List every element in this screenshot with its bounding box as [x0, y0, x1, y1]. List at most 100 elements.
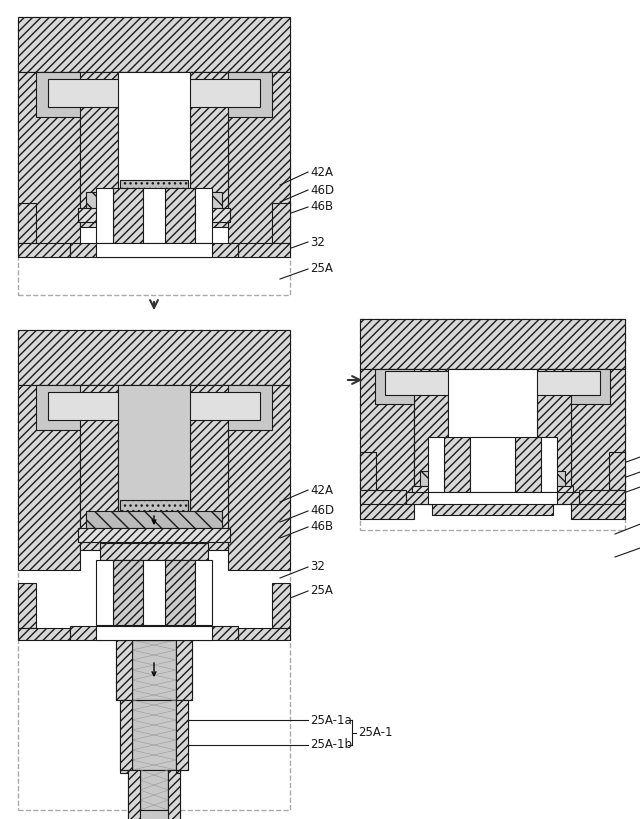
Bar [18, 72, 80, 247]
Bar [116, 640, 132, 700]
Text: 46B: 46B [310, 521, 333, 533]
Bar [18, 330, 290, 810]
Bar [128, 770, 140, 819]
Bar [609, 452, 625, 490]
Text: 25A: 25A [310, 263, 333, 275]
Bar [18, 17, 290, 72]
Text: 25A-1: 25A-1 [358, 726, 392, 739]
Text: 32: 32 [310, 560, 325, 573]
Bar [450, 464, 535, 494]
Bar [140, 810, 168, 819]
Bar [36, 72, 272, 117]
Bar [80, 72, 118, 227]
Bar [120, 700, 132, 770]
Text: 25A: 25A [310, 585, 333, 598]
Bar [118, 385, 190, 550]
Bar [190, 72, 228, 227]
Bar [414, 369, 448, 504]
Bar [420, 471, 565, 486]
Bar [48, 392, 260, 420]
Bar [375, 369, 610, 404]
Bar [272, 203, 290, 243]
Bar [86, 192, 222, 209]
Bar [113, 188, 143, 243]
Bar [96, 188, 113, 243]
Bar [70, 243, 238, 257]
Bar [80, 385, 118, 550]
Bar [444, 437, 470, 492]
Bar [190, 385, 228, 550]
Text: 32: 32 [310, 236, 325, 248]
Bar [120, 503, 188, 538]
Text: 42A: 42A [310, 483, 333, 496]
Text: 25A-1a: 25A-1a [310, 713, 352, 726]
Bar [70, 626, 238, 640]
Bar [412, 486, 573, 499]
Bar [143, 188, 165, 243]
Bar [360, 319, 625, 369]
Bar [195, 188, 212, 243]
Bar [118, 72, 190, 227]
Bar [100, 222, 208, 239]
Bar [228, 72, 290, 247]
Bar [86, 511, 222, 528]
Bar [450, 461, 535, 471]
Bar [18, 583, 36, 628]
Bar [116, 640, 132, 700]
Bar [165, 560, 195, 625]
Polygon shape [176, 770, 180, 773]
Bar [18, 628, 70, 640]
Bar [18, 385, 80, 570]
Bar [448, 369, 537, 504]
Bar [406, 492, 579, 504]
Bar [428, 492, 557, 504]
Polygon shape [120, 770, 128, 773]
Bar [113, 560, 143, 625]
Bar [579, 490, 625, 504]
Bar [168, 770, 180, 819]
Bar [113, 560, 143, 625]
Bar [100, 543, 208, 560]
Bar [120, 500, 188, 512]
Bar [165, 560, 195, 625]
Bar [195, 560, 212, 625]
Bar [272, 583, 290, 628]
Bar [78, 208, 230, 222]
Bar [96, 560, 113, 625]
Bar [176, 640, 192, 700]
Bar [228, 385, 290, 570]
Bar [120, 182, 188, 217]
Bar [541, 437, 557, 492]
Bar [78, 528, 230, 542]
Bar [132, 700, 176, 770]
Text: 46B: 46B [310, 201, 333, 214]
Bar [428, 437, 444, 492]
Bar [360, 319, 625, 530]
Bar [18, 17, 290, 295]
Bar [165, 188, 195, 243]
Bar [385, 371, 600, 395]
Bar [128, 770, 140, 819]
Text: 46D: 46D [310, 505, 334, 518]
Bar [470, 437, 515, 492]
Text: 42A: 42A [310, 165, 333, 179]
Bar [143, 560, 165, 625]
Bar [176, 700, 188, 770]
Bar [140, 770, 168, 819]
Bar [18, 203, 36, 243]
Bar [96, 243, 212, 257]
Bar [571, 369, 625, 519]
Bar [238, 243, 290, 257]
Bar [168, 770, 180, 819]
Bar [132, 640, 176, 700]
Bar [360, 369, 414, 519]
Bar [360, 452, 376, 490]
Bar [96, 626, 212, 640]
Bar [36, 385, 272, 430]
Bar [515, 437, 541, 492]
Bar [18, 330, 290, 385]
Bar [176, 640, 192, 700]
Bar [176, 700, 188, 770]
Text: 46D: 46D [310, 183, 334, 197]
Bar [18, 243, 70, 257]
